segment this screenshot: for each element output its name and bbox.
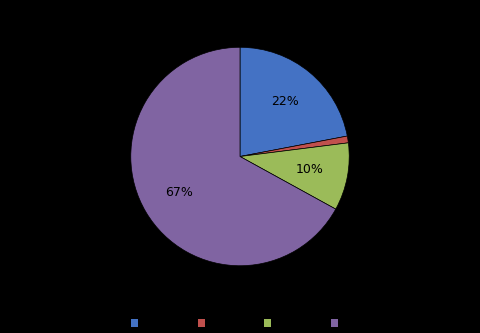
Text: 10%: 10%	[296, 163, 324, 176]
Text: 67%: 67%	[165, 186, 193, 199]
Wedge shape	[240, 47, 348, 157]
Legend: , , , : , , ,	[127, 313, 353, 333]
Wedge shape	[240, 136, 348, 157]
Wedge shape	[131, 47, 336, 266]
Wedge shape	[240, 143, 349, 209]
Text: 22%: 22%	[271, 95, 299, 108]
